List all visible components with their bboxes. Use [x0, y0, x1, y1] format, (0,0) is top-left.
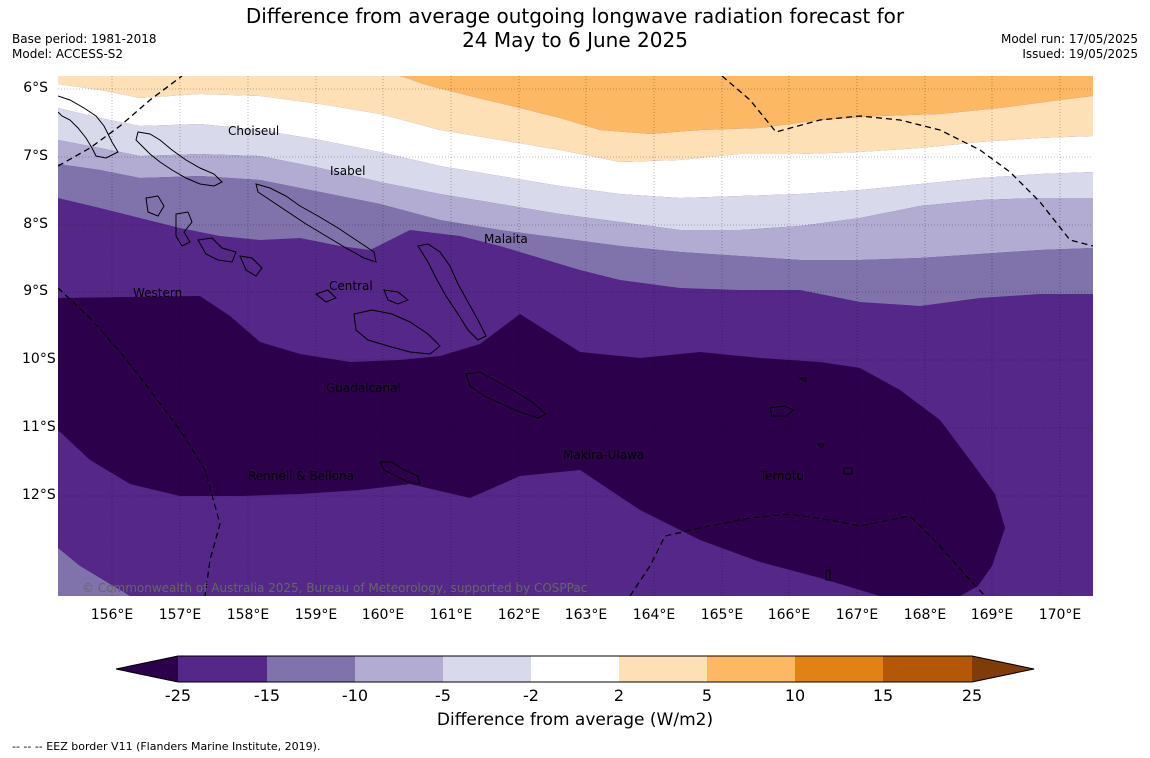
y-tick-label: 7°S — [23, 148, 48, 164]
x-tick-label: 159°E — [294, 607, 338, 623]
place-label: Guadalcanal — [326, 381, 401, 395]
eez-footnote: -- -- -- EEZ border V11 (Flanders Marine… — [12, 740, 321, 753]
x-tick-label: 169°E — [970, 607, 1014, 623]
colorbar-segment — [883, 656, 972, 682]
place-label: Malaita — [484, 232, 528, 246]
place-label: Rennell & Bellona — [248, 469, 354, 483]
colorbar-tick-label: 10 — [784, 686, 806, 705]
colorbar-segment — [707, 656, 795, 682]
island-rennell — [379, 461, 421, 485]
colorbar-tick-label: -10 — [341, 686, 369, 705]
colorbar-tick-label: -25 — [164, 686, 192, 705]
y-tick-label: 12°S — [22, 487, 56, 503]
meta-right: Model run: 17/05/2025 Issued: 19/05/2025 — [1001, 32, 1138, 62]
band-minus5-minus2 — [58, 108, 1093, 230]
map-plot-area: Choiseul Isabel Malaita Western Central … — [58, 76, 1093, 596]
x-tick-label: 170°E — [1038, 607, 1082, 623]
band-2-5 — [58, 76, 1093, 162]
island-makira — [465, 371, 547, 419]
x-tick-label: 157°E — [158, 607, 202, 623]
colorbar-tick-label: -15 — [253, 686, 281, 705]
x-tick-label: 166°E — [767, 607, 811, 623]
colorbar-segment — [795, 656, 883, 682]
band-5-10 — [400, 76, 1093, 134]
colorbar-tick-label: 25 — [961, 686, 983, 705]
place-label: Temotu — [759, 469, 804, 483]
x-tick-label: 164°E — [632, 607, 676, 623]
place-label: Isabel — [330, 164, 365, 178]
x-tick-label: 162°E — [497, 607, 541, 623]
x-tick-label: 161°E — [429, 607, 473, 623]
x-tick-label: 165°E — [700, 607, 744, 623]
colorbar-segment — [178, 656, 267, 682]
colorbar-outline — [115, 655, 1035, 683]
colorbar-segment — [443, 656, 531, 682]
y-tick-label: 8°S — [23, 216, 48, 232]
base-period: Base period: 1981-2018 — [12, 32, 157, 46]
eez-border — [58, 76, 1093, 596]
meta-left: Base period: 1981-2018 Model: ACCESS-S2 — [12, 32, 157, 62]
colorbar-segment — [531, 656, 619, 682]
band-minus15-minus10-upper — [58, 164, 1093, 306]
colorbar-tick-label: 15 — [872, 686, 894, 705]
colorbar-tick-label: -5 — [435, 686, 451, 705]
y-tick-label: 6°S — [23, 80, 48, 96]
model-name: Model: ACCESS-S2 — [12, 47, 124, 61]
coastlines — [58, 95, 853, 581]
place-label: Western — [133, 286, 182, 300]
place-label: Makira-Ulawa — [563, 448, 644, 462]
y-tick-label: 10°S — [22, 351, 56, 367]
colorbar-segment — [267, 656, 355, 682]
colorbar-title: Difference from average (W/m2) — [436, 710, 714, 730]
y-tick-label: 11°S — [22, 419, 56, 435]
place-label: Central — [329, 279, 373, 293]
colorbar-tick-label: 2 — [613, 686, 625, 705]
copyright-notice: © Commonwealth of Australia 2025, Bureau… — [82, 581, 587, 595]
island-guadalcanal — [353, 309, 441, 355]
place-label: Choiseul — [228, 124, 279, 138]
x-tick-label: 156°E — [90, 607, 134, 623]
band-minus2-2 — [58, 84, 1093, 198]
title-line-1: Difference from average outgoing longwav… — [245, 4, 905, 28]
island-bougainville — [58, 95, 119, 159]
x-tick-label: 160°E — [361, 607, 405, 623]
band-minus10-minus5 — [58, 140, 1093, 260]
band-corner-lower-left — [58, 548, 130, 596]
band-below-minus25 — [58, 296, 1005, 596]
colorbar-segment — [355, 656, 443, 682]
colorbar-segment — [619, 656, 707, 682]
x-tick-label: 158°E — [226, 607, 270, 623]
y-tick-label: 9°S — [23, 283, 48, 299]
title-line-2: 24 May to 6 June 2025 — [462, 28, 688, 52]
island-new-georgia — [145, 195, 263, 277]
x-tick-label: 168°E — [903, 607, 947, 623]
island-florida — [314, 289, 409, 305]
colorbar — [115, 655, 1035, 683]
island-malaita — [417, 243, 487, 341]
colorbar-tick-label: -2 — [523, 686, 539, 705]
colorbar-extension-min — [116, 656, 178, 682]
model-run: Model run: 17/05/2025 — [1000, 32, 1138, 46]
island-isabel — [255, 183, 377, 263]
x-tick-label: 163°E — [564, 607, 608, 623]
chart-title: Difference from average outgoing longwav… — [0, 4, 1150, 52]
x-tick-label: 167°E — [835, 607, 879, 623]
colorbar-tick-label: 5 — [701, 686, 713, 705]
issued-date: Issued: 19/05/2025 — [1022, 47, 1138, 61]
island-temotu — [769, 377, 853, 581]
colorbar-extension-max — [972, 656, 1034, 682]
island-choiseul — [135, 131, 223, 187]
